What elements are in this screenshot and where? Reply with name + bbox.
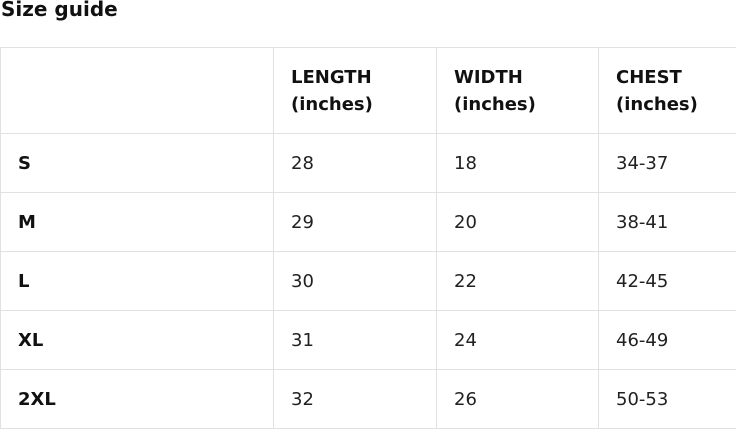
chest-value-cell: 50-53 xyxy=(598,369,736,429)
column-header-chest-line2: (inches) xyxy=(616,93,698,115)
chest-value-cell: 38-41 xyxy=(598,192,736,252)
table-row-2xl: 2XL 32 26 50-53 xyxy=(0,369,736,429)
chest-value-cell: 46-49 xyxy=(598,310,736,370)
column-header-length-line1: LENGTH xyxy=(291,66,372,88)
column-header-length: LENGTH (inches) xyxy=(273,47,437,134)
chest-value-cell: 34-37 xyxy=(598,133,736,193)
width-value-cell: 20 xyxy=(436,192,599,252)
column-header-width-line1: WIDTH xyxy=(454,66,523,88)
size-label-cell: 2XL xyxy=(0,369,274,429)
column-header-blank xyxy=(0,47,274,134)
size-guide-table: LENGTH (inches) WIDTH (inches) CHEST (in… xyxy=(0,47,736,429)
length-value-cell: 29 xyxy=(273,192,437,252)
width-value-cell: 26 xyxy=(436,369,599,429)
size-label-cell: XL xyxy=(0,310,274,370)
length-value-cell: 31 xyxy=(273,310,437,370)
column-header-width-line2: (inches) xyxy=(454,93,536,115)
table-row-m: M 29 20 38-41 xyxy=(0,192,736,252)
length-value-cell: 28 xyxy=(273,133,437,193)
table-row-l: L 30 22 42-45 xyxy=(0,251,736,311)
table-header-row: LENGTH (inches) WIDTH (inches) CHEST (in… xyxy=(0,47,736,134)
table-row-xl: XL 31 24 46-49 xyxy=(0,310,736,370)
size-label-cell: S xyxy=(0,133,274,193)
table-row-s: S 28 18 34-37 xyxy=(0,133,736,193)
page-title: Size guide xyxy=(1,0,118,21)
column-header-width: WIDTH (inches) xyxy=(436,47,599,134)
column-header-chest-line1: CHEST xyxy=(616,66,682,88)
width-value-cell: 18 xyxy=(436,133,599,193)
column-header-length-line2: (inches) xyxy=(291,93,373,115)
width-value-cell: 22 xyxy=(436,251,599,311)
length-value-cell: 32 xyxy=(273,369,437,429)
size-label-cell: L xyxy=(0,251,274,311)
size-label-cell: M xyxy=(0,192,274,252)
width-value-cell: 24 xyxy=(436,310,599,370)
length-value-cell: 30 xyxy=(273,251,437,311)
column-header-chest: CHEST (inches) xyxy=(598,47,736,134)
chest-value-cell: 42-45 xyxy=(598,251,736,311)
